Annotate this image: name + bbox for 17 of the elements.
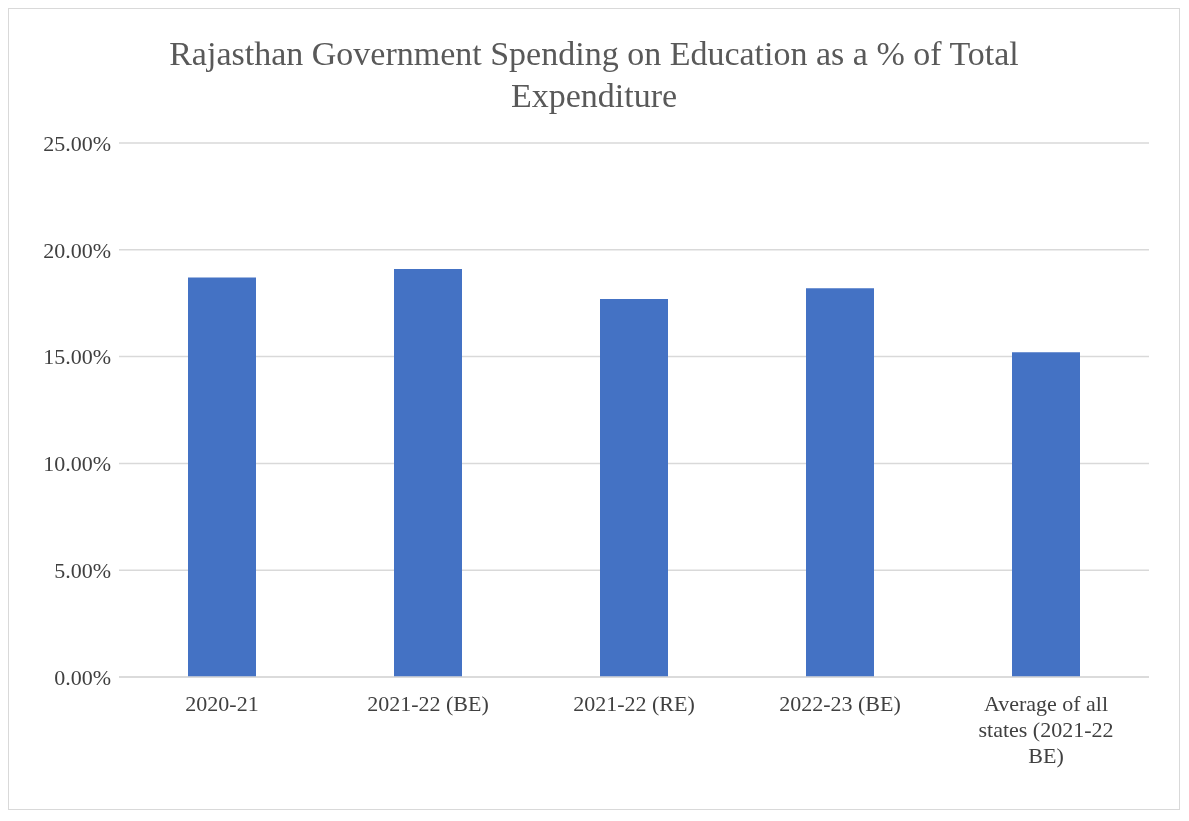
x-tick-label: 2021-22 (BE)	[367, 691, 489, 716]
y-tick-label: 10.00%	[43, 451, 111, 477]
y-tick-label: 25.00%	[43, 130, 111, 156]
bar	[1012, 352, 1080, 677]
bar	[600, 298, 668, 677]
y-tick-label: 0.00%	[54, 664, 111, 690]
x-tick-label: 2022-23 (BE)	[779, 691, 901, 716]
bar	[806, 288, 874, 677]
chart-title: Rajasthan Government Spending on Education as a % of Total Expenditure	[168, 34, 1020, 116]
y-tick-label: 20.00%	[43, 237, 111, 263]
y-tick-label: 15.00%	[43, 344, 111, 370]
x-tick-label: 2020-21	[185, 691, 259, 716]
bar	[394, 269, 462, 677]
bar	[188, 277, 256, 677]
x-tick-label: 2021-22 (RE)	[573, 691, 695, 716]
x-tick-label: Average of all states (2021-22 BE)	[978, 691, 1114, 768]
y-tick-label: 5.00%	[54, 558, 111, 584]
